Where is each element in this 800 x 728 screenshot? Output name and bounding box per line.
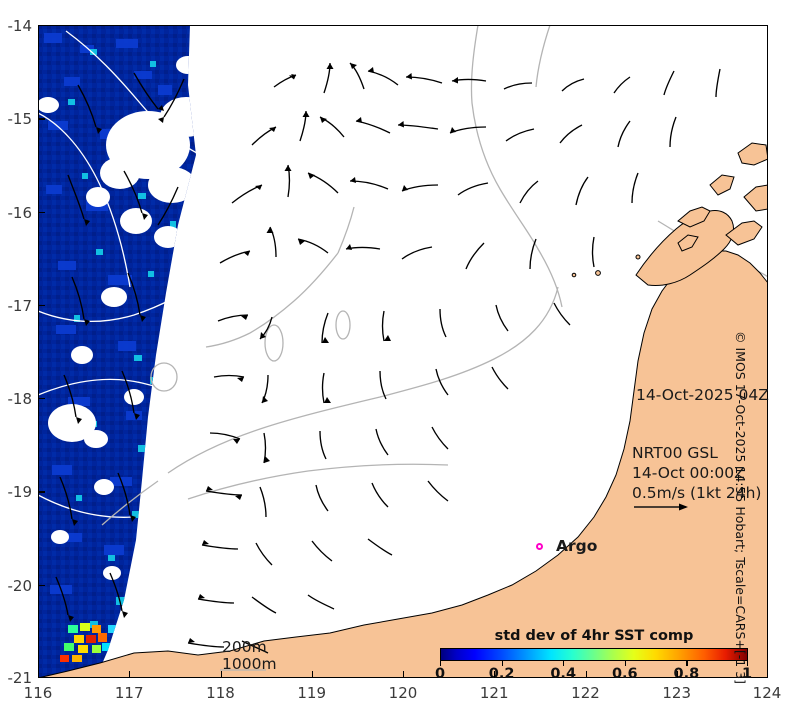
x-tick-label: 123 <box>662 684 691 702</box>
vector-legend-line1: NRT00 GSL <box>632 444 718 462</box>
x-tick <box>220 671 222 678</box>
y-tick <box>38 304 45 307</box>
y-tick <box>38 211 45 213</box>
y-tick <box>38 398 45 400</box>
x-tick-label: 117 <box>114 684 144 702</box>
y-tick-label: -19 <box>7 483 33 502</box>
colorbar-tick <box>686 661 688 666</box>
argo-label: Argo <box>556 537 598 555</box>
colorbar-tick-label: 0.2 <box>488 666 515 682</box>
bathymetry-contours-over-swath <box>38 30 207 518</box>
x-tick <box>585 671 587 678</box>
x-tick <box>38 671 40 678</box>
x-tick-label: 120 <box>388 684 418 702</box>
colorbar-tick <box>747 661 749 666</box>
colorbar-tick <box>440 661 442 666</box>
y-tick-label: -17 <box>7 296 33 315</box>
map-plot-area[interactable] <box>38 25 768 678</box>
x-tick <box>494 671 496 678</box>
coastal-hotspot <box>60 623 124 662</box>
australia-landmass <box>38 142 768 678</box>
x-tick <box>403 671 405 678</box>
colorbar-tick-label: 1 <box>741 666 753 682</box>
x-tick <box>129 671 131 678</box>
map-canvas <box>38 25 768 678</box>
depth-legend-200m: 200m <box>222 638 267 656</box>
colorbar-tick-label: 0.6 <box>611 666 638 682</box>
colorbar-tick-label: 0 <box>434 666 446 682</box>
vector-legend-line2: 14-Oct 00:00Z <box>632 464 745 482</box>
date-stamp: 14-Oct-2025 04Z <box>636 386 769 404</box>
depth-legend-1000m: 1000m <box>222 655 277 673</box>
colorbar-tick-label: 0.8 <box>673 666 700 682</box>
y-tick-label: -16 <box>7 203 33 222</box>
y-tick-label: -20 <box>7 576 33 595</box>
argo-float-marker[interactable] <box>536 543 543 550</box>
surface-current-vectors <box>55 62 721 654</box>
x-tick-label: 121 <box>479 684 509 702</box>
y-tick <box>38 677 45 679</box>
y-tick-label: -15 <box>7 110 33 129</box>
reference-velocity-arrow <box>634 503 688 511</box>
x-tick-label: 116 <box>23 684 53 702</box>
colorbar-tick-label: 0.4 <box>550 666 577 682</box>
colorbar-tick <box>501 661 503 666</box>
x-tick-label: 119 <box>297 684 326 702</box>
x-tick <box>767 671 769 678</box>
y-tick-label: -21 <box>7 669 33 687</box>
colorbar-title: std dev of 4hr SST comp <box>494 628 694 644</box>
colorbar-gradient <box>440 648 748 661</box>
y-tick-label: -18 <box>7 390 33 409</box>
x-tick <box>311 671 313 678</box>
colorbar: std dev of 4hr SST comp 0 0.2 0.4 0.6 0.… <box>432 628 756 682</box>
x-tick-label: 124 <box>752 684 782 702</box>
y-tick <box>38 25 45 27</box>
y-tick-label: -14 <box>7 17 33 35</box>
colorbar-tick <box>563 661 565 666</box>
colorbar-tick <box>624 661 626 666</box>
y-tick <box>38 584 45 586</box>
credit-text: © IMOS 17-Oct-2025 14:55 Hobart; Tscale=… <box>733 331 749 684</box>
vector-legend-line3: 0.5m/s (1kt 24h) <box>632 484 762 502</box>
x-tick-label: 118 <box>206 684 235 702</box>
x-tick-label: 122 <box>571 684 600 702</box>
y-tick <box>38 118 45 120</box>
x-tick <box>676 671 678 678</box>
y-tick <box>38 491 45 493</box>
